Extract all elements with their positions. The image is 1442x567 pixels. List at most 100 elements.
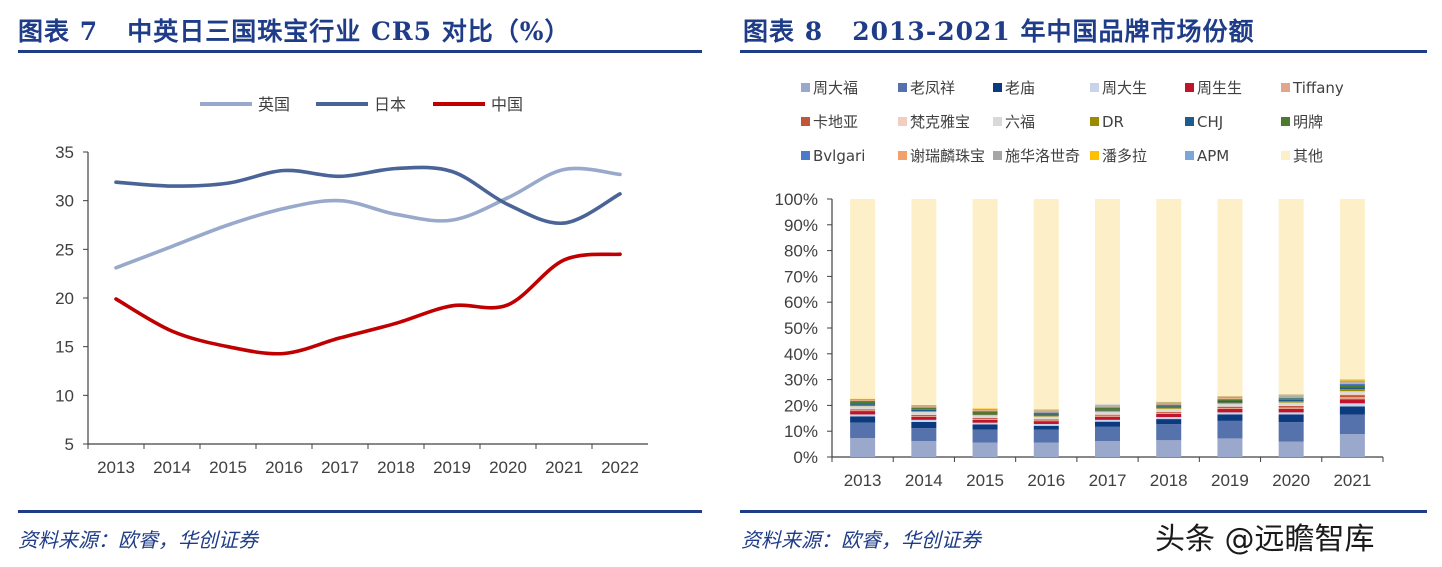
bar-segment-2015-item-8 (972, 415, 998, 418)
bar-segment-2019-item-13 (1217, 398, 1243, 399)
bar-segment-2014-dr-9 (911, 411, 937, 412)
bar-segment-2013-item-8 (850, 406, 876, 409)
bar-segment-2019-item-17 (1217, 199, 1243, 397)
legend-swatch-2 (993, 83, 1002, 92)
figure-7-label: 图表 7 (18, 17, 99, 46)
bar-segment-2016-item-3 (1033, 423, 1059, 426)
bar-segment-2019-item-14 (1217, 396, 1243, 399)
bar-segment-2017-item-6 (1095, 414, 1120, 416)
bar-segment-2014-item-3 (911, 419, 937, 422)
bar-segment-2019-item-15 (1217, 396, 1243, 397)
y-tick-label-20: 20 (55, 289, 74, 308)
x-tick-label-2019: 2019 (433, 458, 471, 477)
bar-segment-2019-item-11 (1217, 399, 1243, 402)
y-tick-label-40: 40% (784, 345, 818, 364)
legend-label-13: 谢瑞麟珠宝 (910, 147, 985, 165)
bar-segment-2016-item-11 (1033, 412, 1059, 415)
y-tick-label-80: 80% (784, 242, 818, 261)
legend-swatch-8 (993, 117, 1002, 126)
bar-segment-2020-item-3 (1278, 412, 1304, 415)
x-tick-label-2022: 2022 (601, 458, 639, 477)
brand-share-stacked-bar-chart: 0% 10% 20% 30% 40% 50% 60% 70% 80% 90% 100% 2013 201… (775, 79, 1384, 490)
x-tick-label-2014: 2014 (153, 458, 191, 477)
bar-segment-2017-tiffany-5 (1095, 415, 1120, 417)
bar-segment-2015-dr-9 (972, 414, 998, 416)
bar-segment-2016-item-7 (1033, 418, 1059, 420)
figure-8-source: 资料来源：欧睿，华创证券 (741, 528, 981, 552)
bar-segment-2019-item-3 (1217, 412, 1243, 415)
y-tick-label-90: 90% (784, 216, 818, 235)
legend-swatch-5 (1281, 83, 1290, 92)
bar-segment-2019-item-8 (1217, 403, 1243, 407)
cr5-line-chart: 5 10 15 20 25 30 35 2013 2014 2015 2016 2017 2018 201… (55, 95, 648, 477)
bar-segment-2018-item-11 (1156, 405, 1182, 407)
bar-segment-2017-item-7 (1095, 414, 1120, 415)
bar-segment-2021-item-15 (1339, 379, 1365, 381)
bar-segment-2021-tiffany-5 (1339, 397, 1365, 400)
bar-segment-2018-bvlgari-12 (1156, 404, 1182, 406)
legend-label-3: 周大生 (1102, 79, 1147, 97)
bar-segment-2015-tiffany-5 (972, 419, 998, 420)
bar-segment-2020-item-15 (1278, 394, 1304, 396)
x-tick-label-2020: 2020 (489, 458, 527, 477)
series-line-2 (114, 252, 622, 356)
figure-8-label: 图表 8 (743, 17, 824, 46)
bar-segment-2021-chj-10 (1339, 387, 1365, 390)
bar-segment-2017-dr-9 (1095, 410, 1120, 412)
bar-segment-2018-item-1 (1156, 424, 1182, 441)
y-tick-label-60: 60% (784, 293, 818, 312)
bar-segment-2020-bvlgari-12 (1278, 397, 1304, 399)
bar-segment-2018-item-2 (1156, 419, 1182, 425)
bar-segment-2019-item-0 (1217, 438, 1243, 457)
bar-segment-2014-item-7 (911, 414, 937, 415)
bar-segment-2013-item-3 (850, 414, 876, 417)
y-tick-label-0: 0% (793, 448, 818, 467)
legend-swatch-14 (993, 151, 1002, 160)
bar-segment-2014-item-11 (911, 407, 937, 410)
bar-segment-2013-item-11 (850, 401, 876, 405)
figure-7-title: 图表 7 中英日三国珠宝行业 CR5 对比（%） (18, 12, 570, 48)
legend-label-6: 卡地亚 (813, 113, 858, 131)
legend-swatch-13 (898, 151, 907, 160)
legend-swatch-6 (801, 117, 810, 126)
bar-segment-2020-item-0 (1278, 441, 1304, 457)
legend-label-17: 其他 (1293, 147, 1323, 165)
bar-segment-2018-item-15 (1156, 402, 1182, 403)
y-tick-label-30: 30 (55, 192, 74, 211)
bar-segment-2014-item-14 (911, 405, 937, 407)
bar-segment-2020-dr-9 (1278, 401, 1304, 403)
legend-swatch-11 (1281, 117, 1290, 126)
bar-segment-2016-item-14 (1033, 410, 1059, 412)
legend-label-11: 明牌 (1293, 113, 1323, 131)
bar-segment-2018-item-8 (1156, 408, 1182, 412)
bar-segment-2020-item-17 (1278, 199, 1304, 395)
figure-8-caption: 2013-2021 年中国品牌市场份额 (852, 17, 1255, 46)
bar-segment-2021-item-13 (1339, 382, 1365, 384)
legend-label-16: APM (1197, 147, 1229, 165)
bar-segment-2016-item-8 (1033, 416, 1059, 419)
legend-label-2: 中国 (491, 95, 523, 114)
legend-swatch-7 (898, 117, 907, 126)
bar-segment-2019-item-4 (1217, 409, 1243, 413)
bar-segment-2019-item-7 (1217, 406, 1243, 407)
bar-segment-2015-item-7 (972, 417, 998, 419)
bar-segment-2017-bvlgari-12 (1095, 407, 1120, 408)
y-tick-label-25: 25 (55, 240, 74, 259)
legend-label-5: Tiffany (1292, 79, 1344, 97)
legend-swatch-10 (1185, 117, 1194, 126)
bar-segment-2016-tiffany-5 (1033, 420, 1059, 422)
bar-segment-2013-item-0 (850, 438, 876, 457)
bar-segment-2013-item-13 (850, 400, 876, 402)
bar-segment-2014-chj-10 (911, 409, 937, 412)
bar-segment-2017-item-3 (1095, 419, 1120, 422)
bar-segment-2015-item-4 (972, 419, 998, 423)
bar-segment-2018-chj-10 (1156, 406, 1182, 408)
x-tick-label-2016: 2016 (265, 458, 303, 477)
bar-segment-2013-item-14 (850, 398, 876, 401)
bar-segment-2021-bvlgari-12 (1339, 383, 1365, 386)
bar-segment-2016-item-0 (1033, 442, 1059, 457)
x-tick-label-2020: 2020 (1272, 471, 1310, 490)
figure-7-bottom-rule (18, 510, 702, 513)
bar-segment-2013-tiffany-5 (850, 410, 876, 412)
bar-segment-2021-item-0 (1339, 434, 1365, 457)
